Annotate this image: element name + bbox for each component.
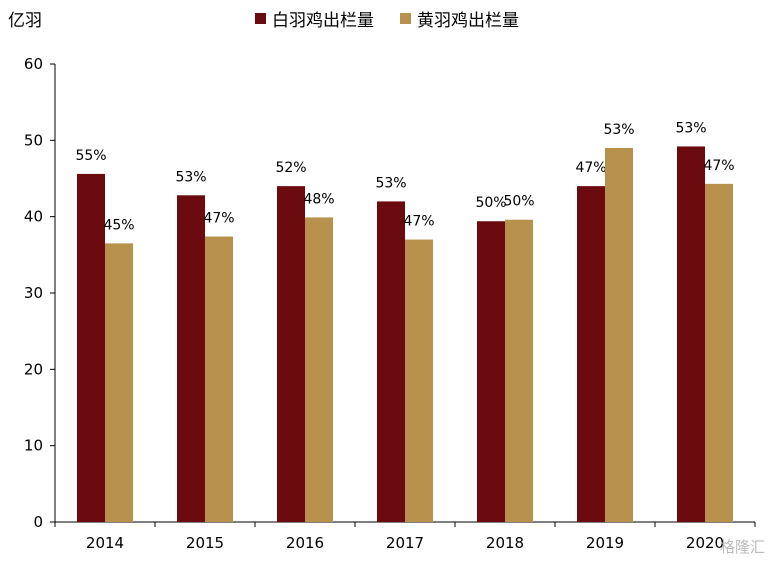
bar-white-broiler	[477, 221, 505, 522]
bar-yellow-broiler	[205, 236, 233, 522]
legend-item-yellow-broiler: 黄羽鸡出栏量	[400, 6, 519, 31]
bar-white-broiler	[577, 186, 605, 522]
bar-yellow-broiler	[405, 239, 433, 523]
data-label: 47%	[403, 214, 434, 230]
legend-label-yellow-broiler: 黄羽鸡出栏量	[417, 11, 519, 31]
legend-swatch-yellow-broiler	[400, 13, 411, 24]
data-label: 47%	[575, 160, 606, 176]
bar-white-broiler	[377, 201, 405, 522]
bar-white-broiler	[177, 195, 205, 522]
data-label: 53%	[603, 122, 634, 138]
x-tick-label: 2019	[586, 534, 624, 552]
data-label: 47%	[203, 211, 234, 227]
legend-item-white-broiler: 白羽鸡出栏量	[255, 6, 374, 31]
y-axis-unit-label: 亿羽	[8, 11, 42, 31]
y-tick-label: 0	[33, 513, 43, 531]
data-label: 53%	[175, 169, 206, 185]
x-tick-label: 2015	[186, 534, 224, 552]
data-label: 53%	[375, 175, 406, 191]
y-tick-label: 30	[24, 284, 43, 302]
bar-white-broiler	[77, 173, 105, 523]
y-tick-label: 60	[24, 55, 43, 73]
x-tick-label: 2014	[86, 534, 124, 552]
y-tick-label: 40	[24, 208, 43, 226]
bar-white-broiler	[277, 186, 305, 522]
y-tick-label: 10	[24, 437, 43, 455]
bar-yellow-broiler	[605, 147, 633, 522]
x-tick-label: 2017	[386, 534, 424, 552]
data-label: 50%	[503, 194, 534, 210]
bar-yellow-broiler	[705, 183, 733, 523]
x-tick-label: 2020	[686, 534, 724, 552]
data-label: 50%	[475, 195, 506, 211]
watermark-logo: 格隆汇	[719, 538, 765, 556]
data-label: 45%	[103, 217, 134, 233]
data-label: 48%	[303, 191, 334, 207]
data-label: 53%	[675, 120, 706, 136]
chart-legend: 白羽鸡出栏量 黄羽鸡出栏量	[255, 6, 519, 31]
data-label: 52%	[275, 160, 306, 176]
x-tick-label: 2016	[286, 534, 324, 552]
legend-swatch-white-broiler	[255, 13, 266, 24]
bar-yellow-broiler	[105, 243, 133, 522]
data-label: 55%	[75, 148, 106, 164]
bar-yellow-broiler	[305, 217, 333, 522]
data-label: 47%	[703, 158, 734, 174]
bar-white-broiler	[677, 146, 705, 522]
y-tick-label: 20	[24, 360, 43, 378]
x-tick-label: 2018	[486, 534, 524, 552]
bar-yellow-broiler	[505, 219, 533, 522]
y-tick-label: 50	[24, 131, 43, 149]
legend-label-white-broiler: 白羽鸡出栏量	[272, 11, 374, 31]
